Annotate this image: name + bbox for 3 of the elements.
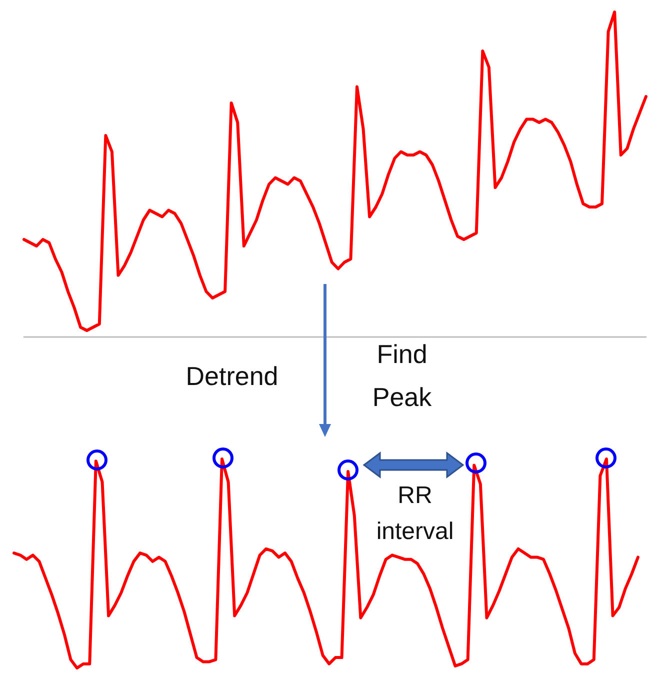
annotation: RR interval <box>375 481 455 547</box>
text: Find Peak <box>371 338 433 414</box>
text: Detrend <box>184 360 280 393</box>
